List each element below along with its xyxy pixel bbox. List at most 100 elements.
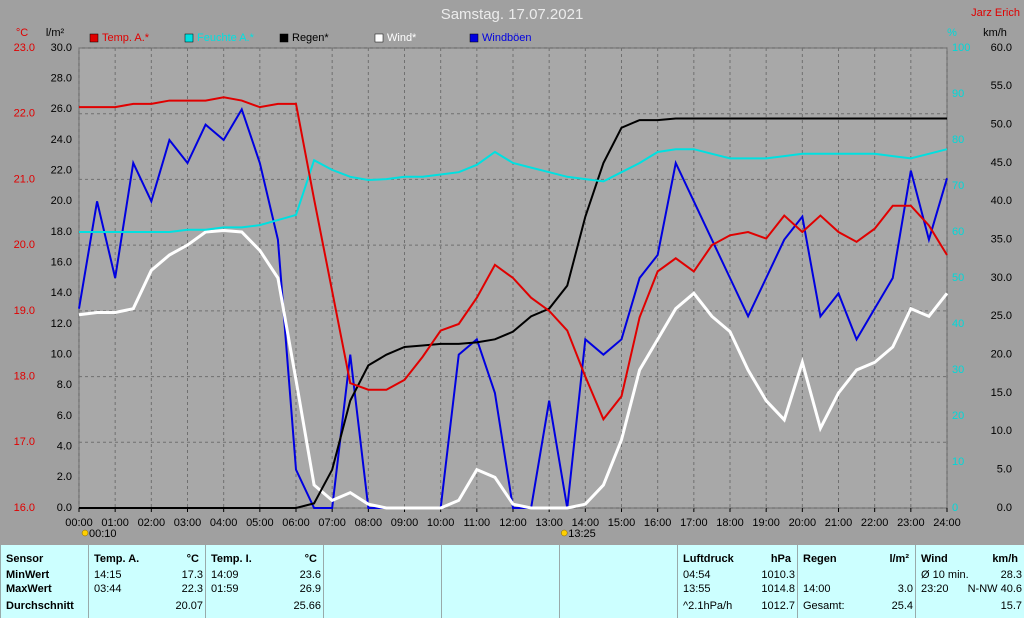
- axis-unit: °C: [16, 27, 28, 39]
- panel-unit: hPa: [770, 553, 791, 565]
- panel-title: Regen: [803, 553, 837, 565]
- cell-label: 14:00: [803, 583, 831, 595]
- table-column: [559, 545, 677, 618]
- y-tick-label: 24.0: [51, 134, 72, 146]
- x-tick-label: 01:00: [101, 517, 129, 529]
- y-tick-label: 26.0: [51, 103, 72, 115]
- x-tick-label: 05:00: [246, 517, 274, 529]
- row-label: MinWert: [6, 569, 50, 581]
- x-tick-label: 18:00: [716, 517, 744, 529]
- y-tick-label: 18.0: [14, 370, 35, 382]
- table-column: [205, 545, 323, 618]
- y-tick-label: 17.0: [14, 436, 35, 448]
- cell-label: 14:09: [211, 569, 239, 581]
- cell-value: 26.9: [299, 583, 321, 595]
- series-line: [79, 117, 947, 509]
- y-tick-label: 0.0: [997, 502, 1012, 514]
- cell-value: 1010.3: [761, 569, 795, 581]
- panel-title: Wind: [921, 553, 948, 565]
- chart-title: Samstag. 17.07.2021: [441, 6, 584, 23]
- y-tick-label: 30.0: [51, 42, 72, 54]
- row-label: Durchschnitt: [6, 600, 74, 612]
- cell-label: 23:20: [921, 583, 949, 595]
- y-tick-label: 22.0: [14, 108, 35, 120]
- stats-table: Sensor MinWert MaxWert Durchschnitt Temp. A.…: [0, 545, 1024, 618]
- x-tick-label: 11:00: [463, 517, 490, 529]
- y-tick-label: 12.0: [51, 318, 72, 330]
- cell-label: 13:55: [683, 583, 711, 595]
- x-tick-label: 06:00: [282, 517, 310, 529]
- x-tick-label: 00:00: [65, 517, 93, 529]
- y-tick-label: 6.0: [57, 410, 72, 422]
- legend-swatch: [374, 33, 384, 43]
- axis-unit: %: [947, 27, 957, 39]
- legend-swatch: [184, 33, 194, 43]
- series-line: [78, 106, 948, 509]
- cell-label: Gesamt:: [803, 600, 845, 612]
- y-tick-label: 35.0: [991, 234, 1012, 246]
- y-tick-label: 28.0: [51, 73, 72, 85]
- cell-label: 14:15: [94, 569, 122, 581]
- cell-value: 3.0: [897, 583, 913, 595]
- y-tick-label: 0: [952, 502, 958, 514]
- table-column: [797, 545, 915, 618]
- legend-label: Temp. A.*: [102, 32, 150, 44]
- y-tick-label: 0.0: [57, 502, 72, 514]
- sun-icon: [560, 529, 568, 537]
- cell-label: 03:44: [94, 583, 122, 595]
- panel-unit: °C: [186, 553, 199, 565]
- cell-value: 28.3: [1000, 569, 1022, 581]
- x-tick-label: 10:00: [427, 517, 455, 529]
- table-column: [915, 545, 1024, 618]
- cell-value: 1012.7: [761, 600, 795, 612]
- y-tick-label: 70: [952, 180, 964, 192]
- x-tick-label: 21:00: [825, 517, 853, 529]
- cell-value: 25.4: [891, 600, 913, 612]
- y-tick-label: 80: [952, 134, 964, 146]
- x-tick-label: 23:00: [897, 517, 925, 529]
- panel-unit: l/m²: [889, 553, 909, 565]
- annotation: 00:10: [89, 528, 117, 540]
- x-tick-label: 22:00: [861, 517, 889, 529]
- y-tick-label: 100: [952, 42, 970, 54]
- y-tick-label: 20: [952, 410, 964, 422]
- table-column: [677, 545, 797, 618]
- y-tick-label: 40.0: [991, 195, 1012, 207]
- y-tick-label: 55.0: [991, 80, 1012, 92]
- legend-label: Windböen: [482, 32, 532, 44]
- axis-unit: l/m²: [46, 27, 65, 39]
- y-tick-label: 20.0: [14, 239, 35, 251]
- y-tick-label: 14.0: [51, 287, 72, 299]
- y-tick-label: 30: [952, 364, 964, 376]
- x-tick-label: 03:00: [174, 517, 202, 529]
- cell-value: 17.3: [181, 569, 203, 581]
- cell-value: 15.7: [1000, 600, 1022, 612]
- x-tick-label: 14:00: [572, 517, 600, 529]
- x-tick-label: 02:00: [138, 517, 166, 529]
- cell-label: 01:59: [211, 583, 239, 595]
- x-tick-label: 15:00: [608, 517, 636, 529]
- cell-value: 25.66: [293, 600, 321, 612]
- y-tick-label: 2.0: [57, 471, 72, 483]
- table-column: [323, 545, 441, 618]
- y-tick-label: 30.0: [991, 272, 1012, 284]
- y-tick-label: 10.0: [991, 425, 1012, 437]
- series-line: [79, 148, 948, 233]
- y-tick-label: 16.0: [51, 257, 72, 269]
- y-tick-label: 19.0: [14, 305, 35, 317]
- y-tick-label: 18.0: [51, 226, 72, 238]
- row-label: Sensor: [6, 553, 44, 565]
- x-tick-label: 12:00: [499, 517, 527, 529]
- y-tick-label: 60.0: [991, 42, 1012, 54]
- row-label: MaxWert: [6, 583, 52, 595]
- series-line: [79, 96, 948, 422]
- sun-icon: [81, 529, 89, 537]
- y-tick-label: 10.0: [51, 349, 72, 361]
- cell-value: 20.07: [175, 600, 203, 612]
- author: Jarz Erich: [971, 7, 1020, 19]
- cell-value: 1014.8: [761, 583, 795, 595]
- x-tick-label: 04:00: [210, 517, 238, 529]
- legend-label: Wind*: [387, 32, 417, 44]
- x-tick-label: 09:00: [391, 517, 419, 529]
